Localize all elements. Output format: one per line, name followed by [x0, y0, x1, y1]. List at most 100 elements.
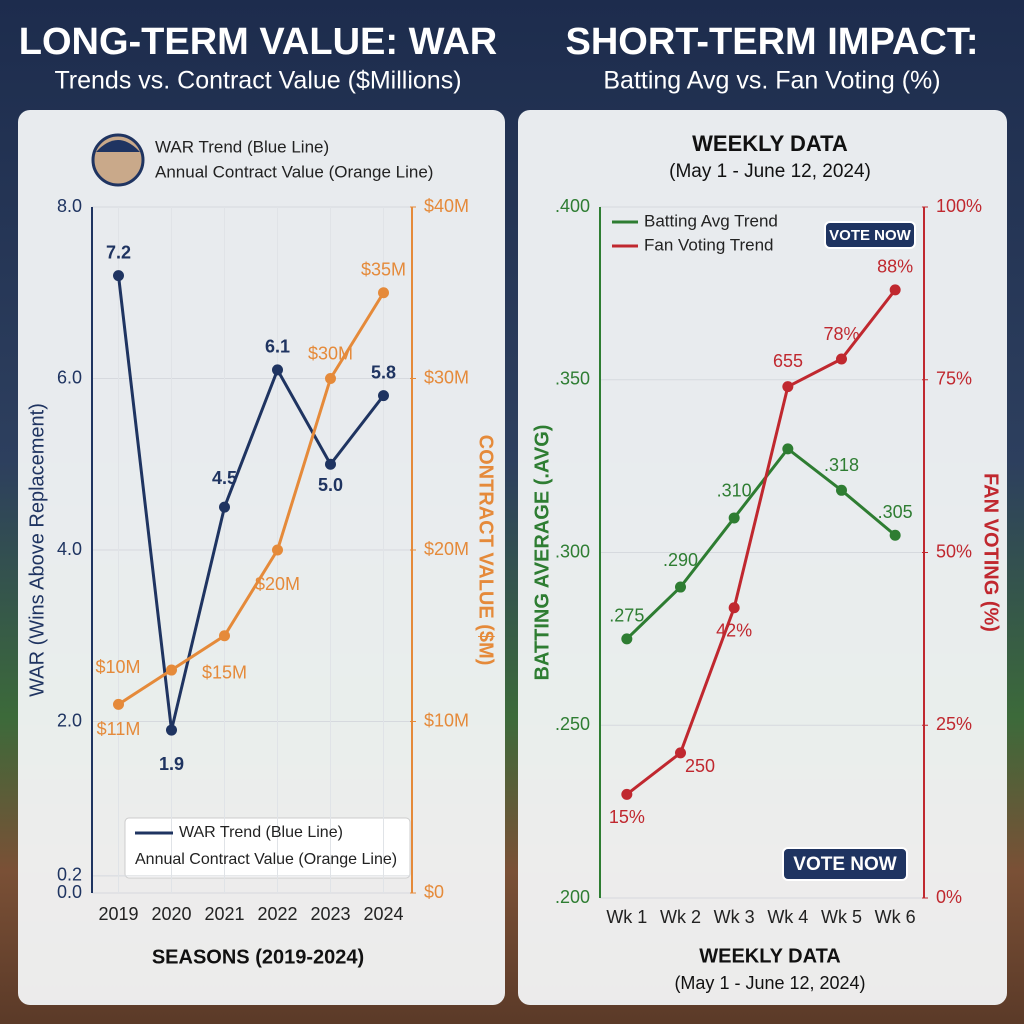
legend-label: Annual Contract Value (Orange Line) — [155, 162, 433, 181]
data-label: $30M — [308, 343, 353, 363]
heading-subtitle: Trends vs. Contract Value ($Millions) — [54, 67, 461, 95]
data-label: 6.1 — [265, 337, 290, 357]
data-point — [836, 484, 847, 496]
y-axis-label: BATTING AVERAGE (.AVG) — [531, 425, 553, 681]
data-label: 15% — [609, 807, 645, 827]
legend-label: WAR Trend (Blue Line) — [155, 137, 329, 156]
data-point — [219, 630, 230, 642]
y-axis-label: WAR (Wins Above Replacement) — [26, 403, 48, 697]
legend-label: Fan Voting Trend — [644, 235, 773, 254]
heading-subtitle: Batting Avg vs. Fan Voting (%) — [603, 67, 940, 95]
series-line — [625, 446, 897, 640]
data-point — [782, 443, 794, 455]
data-point — [782, 381, 794, 393]
data-point — [728, 512, 740, 524]
data-point — [621, 633, 633, 645]
y2-axis-label: FAN VOTING (%) — [980, 473, 1002, 632]
x-tick-label: Wk 1 — [606, 907, 647, 927]
vote-button-label[interactable]: VOTE NOW — [829, 227, 912, 244]
data-point — [889, 284, 901, 296]
heading: LONG-TERM VALUE: WAR — [19, 21, 497, 63]
data-label: .290 — [663, 550, 698, 570]
tick-label: 2.0 — [57, 710, 82, 730]
right-panel — [518, 110, 1007, 1005]
vote-button[interactable] — [824, 221, 916, 249]
tick-label: 100% — [936, 196, 982, 216]
data-label: $15M — [202, 663, 247, 683]
data-point — [272, 544, 283, 556]
x-axis-label: (May 1 - June 12, 2024) — [674, 973, 865, 993]
data-point — [113, 270, 124, 282]
x-tick-label: 2020 — [151, 904, 191, 924]
data-label: .275 — [609, 606, 644, 626]
x-tick-label: Wk 5 — [821, 907, 862, 927]
data-point — [621, 788, 633, 800]
data-label: .305 — [878, 502, 913, 522]
x-tick-label: 2023 — [310, 904, 350, 924]
tick-label: $40M — [424, 196, 469, 216]
data-point — [675, 747, 686, 759]
heading: SHORT-TERM IMPACT: — [565, 21, 978, 63]
chart-subtitle: (May 1 - June 12, 2024) — [669, 161, 871, 182]
data-label: $20M — [255, 574, 300, 594]
tick-label: 25% — [936, 714, 972, 734]
tick-label: 4.0 — [57, 539, 82, 559]
tick-label: $20M — [424, 539, 469, 559]
data-point — [166, 724, 177, 736]
y2-axis-label: CONTRACT VALUE ($M) — [475, 435, 497, 666]
vote-button[interactable] — [782, 847, 908, 881]
player-cap — [96, 140, 140, 152]
annotation: 655 — [773, 351, 803, 371]
series-line — [117, 275, 385, 731]
data-point — [325, 458, 336, 470]
x-axis-label: SEASONS (2019-2024) — [152, 946, 364, 968]
legend-label: Annual Contract Value (Orange Line) — [135, 851, 397, 868]
tick-label: 50% — [936, 541, 972, 561]
data-point — [219, 501, 230, 513]
x-tick-label: Wk 2 — [660, 907, 701, 927]
data-label: 78% — [823, 324, 859, 344]
tick-label: .350 — [555, 369, 590, 389]
vote-button-label[interactable]: VOTE NOW — [793, 854, 897, 875]
annotation: 250 — [685, 756, 715, 776]
data-point — [272, 364, 283, 376]
x-tick-label: Wk 4 — [767, 907, 808, 927]
data-label: 4.5 — [212, 468, 237, 488]
data-point — [889, 529, 901, 541]
data-point — [113, 698, 124, 710]
x-tick-label: 2022 — [257, 904, 297, 924]
x-axis-label: WEEKLY DATA — [699, 945, 841, 967]
x-tick-label: 2019 — [98, 904, 138, 924]
legend-label: Batting Avg Trend — [644, 211, 778, 230]
data-label: 42% — [716, 621, 752, 641]
data-label: .310 — [717, 481, 752, 501]
data-point — [378, 390, 389, 402]
tick-label: 0.0 — [57, 882, 82, 902]
tick-label: .200 — [555, 887, 590, 907]
legend-label: WAR Trend (Blue Line) — [179, 824, 343, 841]
data-point — [325, 373, 336, 384]
series-line — [117, 291, 385, 706]
data-label: 88% — [877, 257, 913, 277]
data-label: 5.8 — [371, 362, 396, 382]
legend-box — [124, 817, 411, 879]
data-label: 1.9 — [159, 754, 184, 774]
x-tick-label: 2024 — [363, 904, 403, 924]
data-point — [728, 602, 740, 614]
data-point — [166, 664, 177, 676]
annotation: $10M — [95, 657, 140, 677]
chart-title: WEEKLY DATA — [692, 131, 848, 156]
tick-label: .400 — [555, 196, 590, 216]
tick-label: $0 — [424, 882, 444, 902]
data-label: 7.2 — [106, 242, 131, 262]
x-tick-label: Wk 6 — [875, 907, 916, 927]
data-point — [675, 581, 686, 593]
x-tick-label: Wk 3 — [714, 907, 755, 927]
data-label: $35M — [361, 260, 406, 280]
tick-label: .300 — [555, 541, 590, 561]
tick-label: 0% — [936, 887, 962, 907]
tick-label: 8.0 — [57, 196, 82, 216]
data-label: $11M — [97, 719, 141, 739]
tick-label: 75% — [936, 369, 972, 389]
